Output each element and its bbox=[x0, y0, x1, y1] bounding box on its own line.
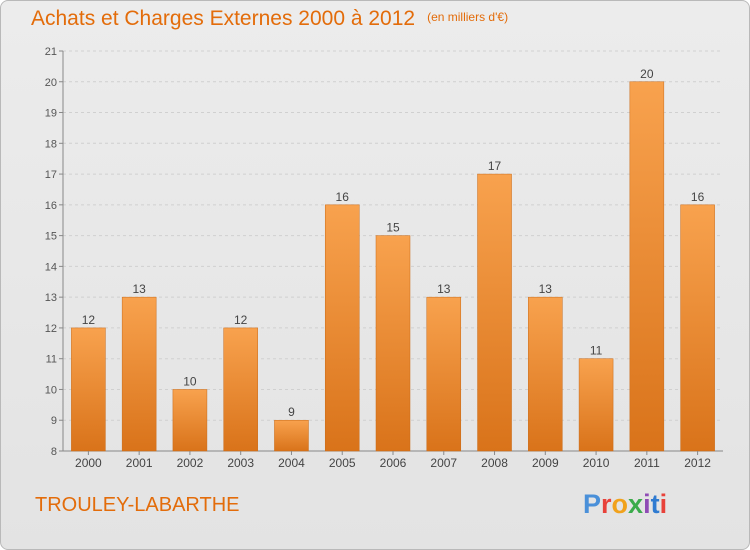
data-label: 16 bbox=[336, 190, 350, 204]
y-tick-label: 11 bbox=[46, 354, 57, 366]
x-tick-label: 2002 bbox=[177, 456, 204, 470]
bar bbox=[528, 296, 563, 452]
bar bbox=[121, 296, 157, 452]
y-tick-label: 8 bbox=[51, 446, 57, 458]
data-label: 12 bbox=[234, 313, 248, 327]
y-tick-label: 16 bbox=[45, 200, 57, 212]
y-tick-label: 15 bbox=[45, 231, 57, 243]
y-tick-label: 14 bbox=[45, 261, 57, 273]
bar bbox=[680, 204, 715, 452]
y-tick-label: 18 bbox=[45, 138, 57, 150]
chart-title-text: Achats et Charges Externes 2000 à 2012 bbox=[31, 7, 416, 30]
bar bbox=[477, 173, 512, 452]
x-tick-label: 2001 bbox=[126, 456, 153, 470]
data-label: 10 bbox=[183, 374, 197, 388]
logo-letter: x bbox=[628, 489, 644, 519]
data-label: 20 bbox=[640, 67, 654, 81]
x-tick-label: 2003 bbox=[227, 456, 254, 470]
logo-letter: o bbox=[611, 489, 629, 519]
chart-title: Achats et Charges Externes 2000 à 2012 (e… bbox=[31, 7, 508, 31]
data-label: 13 bbox=[437, 282, 451, 296]
bar bbox=[71, 327, 106, 452]
x-tick-label: 2009 bbox=[532, 456, 559, 470]
bar bbox=[375, 235, 411, 452]
y-tick-label: 19 bbox=[45, 108, 57, 120]
data-label: 17 bbox=[488, 159, 502, 173]
logo-letter: t bbox=[650, 489, 660, 519]
y-tick-label: 13 bbox=[45, 292, 57, 304]
y-tick-label: 12 bbox=[45, 323, 57, 335]
data-label: 13 bbox=[132, 282, 146, 296]
x-tick-label: 2008 bbox=[481, 456, 508, 470]
bar bbox=[324, 204, 360, 452]
data-label: 16 bbox=[691, 190, 705, 204]
bar bbox=[629, 81, 665, 452]
x-tick-label: 2004 bbox=[278, 456, 305, 470]
x-tick-label: 2010 bbox=[583, 456, 610, 470]
logo-letter: i bbox=[659, 489, 668, 519]
y-tick-label: 17 bbox=[45, 169, 57, 181]
y-tick-label: 20 bbox=[45, 77, 57, 89]
y-tick-label: 21 bbox=[45, 46, 57, 58]
bar bbox=[223, 327, 258, 452]
data-label: 11 bbox=[590, 344, 603, 358]
logo-letter: i bbox=[643, 489, 651, 519]
y-tick-label: 10 bbox=[45, 384, 57, 396]
bar bbox=[172, 389, 208, 452]
x-tick-label: 2012 bbox=[684, 456, 711, 470]
x-tick-label: 2005 bbox=[329, 456, 356, 470]
chart-unit: (en milliers d'€) bbox=[427, 10, 509, 24]
x-tick-label: 2000 bbox=[75, 456, 102, 470]
logo-letter: P bbox=[583, 489, 602, 519]
place-name: TROULEY-LABARTHE bbox=[35, 494, 240, 516]
x-tick-label: 2007 bbox=[430, 456, 457, 470]
data-label: 9 bbox=[288, 405, 295, 419]
data-label: 12 bbox=[82, 313, 96, 327]
y-tick-label: 9 bbox=[51, 415, 57, 427]
x-tick-label: 2006 bbox=[380, 456, 407, 470]
bar bbox=[274, 419, 309, 452]
x-tick-label: 2011 bbox=[634, 456, 660, 470]
data-label: 15 bbox=[386, 221, 400, 235]
logo-letter: r bbox=[601, 489, 612, 519]
data-label: 13 bbox=[539, 282, 553, 296]
bar bbox=[578, 358, 614, 452]
bar bbox=[426, 296, 462, 452]
proxiti-logo: Proxiti bbox=[583, 489, 667, 520]
